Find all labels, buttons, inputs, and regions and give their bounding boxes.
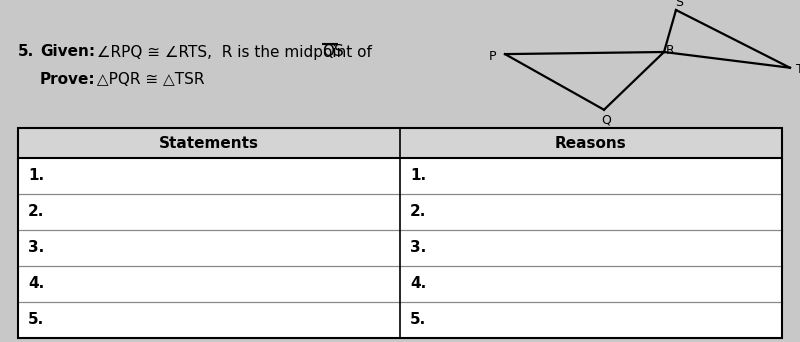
Text: 1.: 1. <box>410 169 426 184</box>
Text: QS: QS <box>322 44 344 60</box>
Text: △PQR ≅ △TSR: △PQR ≅ △TSR <box>92 73 205 88</box>
Text: ∠RPQ ≅ ∠RTS,  R is the midpoint of: ∠RPQ ≅ ∠RTS, R is the midpoint of <box>92 44 377 60</box>
Bar <box>18 128 782 158</box>
Text: 5.: 5. <box>28 313 44 328</box>
Text: S: S <box>675 0 683 9</box>
Text: 4.: 4. <box>410 276 426 291</box>
Bar <box>18 128 782 338</box>
Text: Q: Q <box>601 113 611 126</box>
Text: Reasons: Reasons <box>555 135 627 150</box>
Text: 2.: 2. <box>410 205 426 220</box>
Bar <box>18 128 782 338</box>
Text: 1.: 1. <box>28 169 44 184</box>
Text: 4.: 4. <box>28 276 44 291</box>
Text: Statements: Statements <box>159 135 259 150</box>
Text: 5.: 5. <box>18 44 34 60</box>
Text: T: T <box>796 63 800 76</box>
Text: 3.: 3. <box>28 240 44 255</box>
Text: 3.: 3. <box>410 240 426 255</box>
Text: R: R <box>666 43 674 56</box>
Text: P: P <box>490 50 497 63</box>
Text: Prove:: Prove: <box>40 73 96 88</box>
Text: Given:: Given: <box>40 44 95 60</box>
Text: 5.: 5. <box>410 313 426 328</box>
Text: 2.: 2. <box>28 205 44 220</box>
